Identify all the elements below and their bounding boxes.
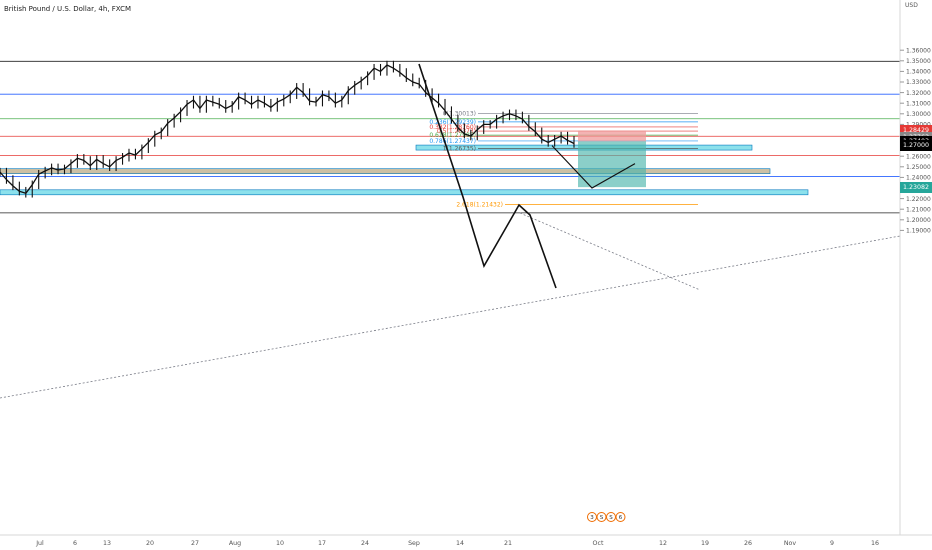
- take-profit-zone[interactable]: [578, 141, 646, 188]
- trend-line: [519, 212, 701, 291]
- price-tag: 1.28429: [900, 124, 932, 136]
- x-tick-label: 12: [659, 540, 667, 547]
- x-tick-label: 21: [504, 540, 512, 547]
- projection-path: [551, 145, 636, 189]
- price-series-line: [0, 64, 575, 194]
- y-tick-label: 1.21000: [906, 206, 931, 213]
- fib-level-label: 0.236(1.29239): [429, 119, 476, 126]
- x-tick-label: 17: [318, 540, 326, 547]
- event-marker[interactable]: [615, 512, 626, 522]
- price-tag: 1.23082: [900, 181, 932, 193]
- y-tick-label: 1.33000: [906, 79, 931, 86]
- projection-layer: [551, 145, 636, 189]
- event-marker-label: 6: [619, 515, 623, 521]
- x-tick-label: 13: [103, 540, 111, 547]
- x-tick-label: 10: [276, 540, 284, 547]
- position-tool[interactable]: [578, 130, 646, 188]
- y-tick-label: 1.34000: [906, 69, 931, 76]
- x-tick-label: Jul: [35, 540, 44, 547]
- y-tick-label: 1.35000: [906, 58, 931, 65]
- y-tick-label: 1.22000: [906, 196, 931, 203]
- y-tick-label: 1.20000: [906, 217, 931, 224]
- fib-level-label: 0.5(1.28373): [437, 128, 476, 135]
- x-tick-label: 27: [191, 540, 199, 547]
- x-tick-label: Nov: [784, 540, 797, 547]
- price-series-layer: [0, 60, 575, 198]
- trend-line: [0, 235, 901, 399]
- x-tick-label: 19: [701, 540, 709, 547]
- y-tick-label: 1.26000: [906, 153, 931, 160]
- y-tick-label: 1.30000: [906, 111, 931, 118]
- x-tick-label: 26: [744, 540, 752, 547]
- fib-level-label: 0(1.30013): [443, 111, 476, 118]
- fib-level-label: 0.382(1.28760): [429, 124, 476, 131]
- y-tick-label: 1.32000: [906, 90, 931, 97]
- x-tick-label: 6: [73, 540, 77, 547]
- event-marker-label: 3: [590, 515, 594, 521]
- y-tick-label: 1.31000: [906, 100, 931, 107]
- x-tick-label: 14: [456, 540, 464, 547]
- y-tick-label: 1.36000: [906, 47, 931, 54]
- fib-level-label: 0.618(1.27986): [429, 132, 476, 139]
- y-tick-label: 1.19000: [906, 228, 931, 235]
- trend-lines-layer: [0, 63, 901, 399]
- price-zone: [0, 189, 809, 196]
- zones-layer: [0, 144, 809, 196]
- stop-loss-zone[interactable]: [578, 130, 646, 142]
- fib-level-label: 0.786(1.27437): [429, 138, 476, 145]
- y-tick-label: 1.25000: [906, 164, 931, 171]
- fibonacci-layer: 0(1.30013)0.236(1.29239)0.382(1.28760)0.…: [429, 111, 698, 209]
- price-zone: [0, 168, 771, 175]
- x-tick-label: 20: [146, 540, 154, 547]
- x-tick-label: 9: [830, 540, 834, 547]
- price-axis-unit: USD: [905, 2, 918, 9]
- chart-title: British Pound / U.S. Dollar, 4h, FXCM: [4, 5, 132, 13]
- x-tick-label: Aug: [229, 540, 241, 547]
- fib-level-label: 1(1.26735): [443, 145, 476, 152]
- fib-level-label: 2.618(1.21432): [456, 202, 503, 209]
- event-marker-label: S: [600, 515, 604, 521]
- price-tag: 1.27000: [900, 140, 932, 152]
- y-tick-label: 1.24000: [906, 175, 931, 182]
- x-tick-label: 24: [361, 540, 369, 547]
- time-scale[interactable]: Jul 6 13 20 27 Aug 10 17 24 Sep 14 21 Oct 12 19 26 Nov 9 1…: [35, 540, 879, 547]
- x-tick-label: Oct: [593, 540, 604, 547]
- event-marker-label: S: [609, 515, 613, 521]
- x-tick-label: 16: [871, 540, 879, 547]
- x-tick-label: Sep: [408, 540, 420, 547]
- zigzag-line: [418, 63, 557, 289]
